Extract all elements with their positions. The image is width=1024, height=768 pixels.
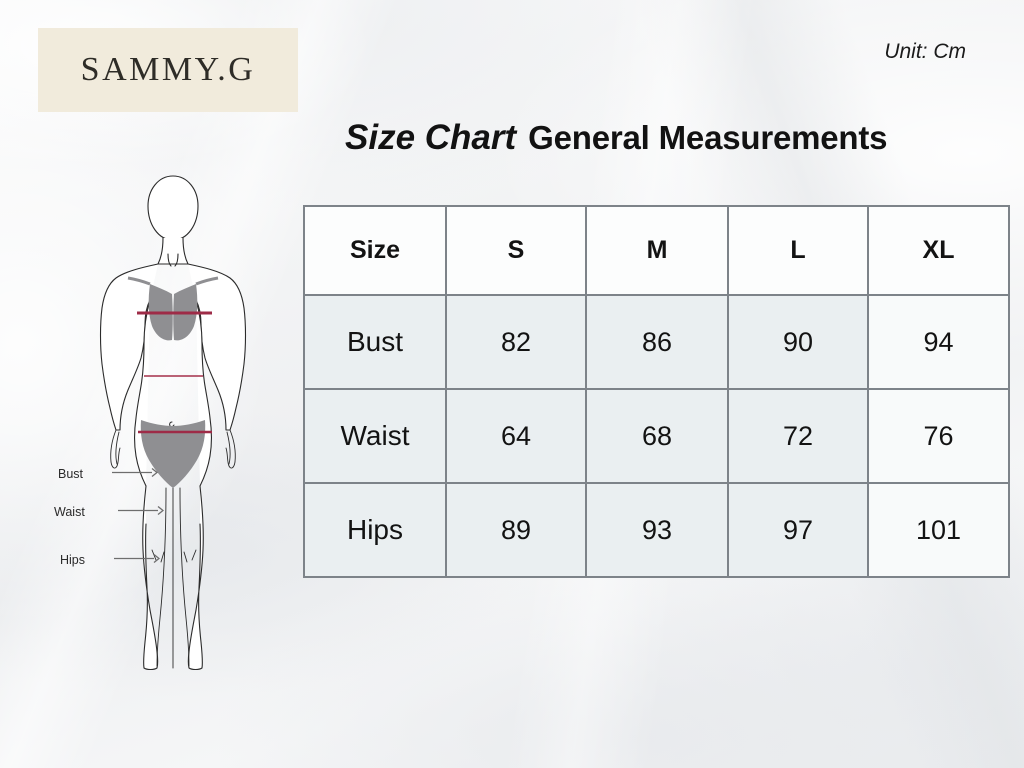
hips-label: Hips (60, 553, 86, 567)
body-figure-illustration: Bust Waist Hips (40, 168, 290, 678)
cell-hips-xl: 101 (867, 482, 1010, 578)
cell-waist-l: 72 (727, 388, 869, 484)
bust-label: Bust (58, 467, 84, 481)
brand-logo-plate: SAMMY.G (38, 28, 298, 112)
cell-hips-l: 97 (727, 482, 869, 578)
table-row: Hips 89 93 97 101 (303, 482, 1010, 578)
bust-arrow-icon (112, 467, 158, 478)
unit-note: Unit: Cm (884, 40, 966, 63)
size-chart-table: Size S M L XL Bust 82 86 90 94 Waist 64 … (303, 205, 1010, 578)
cell-bust-xl: 94 (867, 294, 1010, 390)
row-label-bust: Bust (303, 294, 447, 390)
cell-waist-xl: 76 (867, 388, 1010, 484)
waist-label: Waist (54, 505, 85, 519)
cell-waist-s: 64 (445, 388, 587, 484)
cell-hips-m: 93 (585, 482, 729, 578)
table-row: Bust 82 86 90 94 (303, 294, 1010, 390)
col-header-size: Size (303, 205, 447, 296)
col-header-m: M (585, 205, 729, 296)
brand-logo-text: SAMMY.G (80, 51, 256, 88)
cell-bust-m: 86 (585, 294, 729, 390)
cell-waist-m: 68 (585, 388, 729, 484)
col-header-s: S (445, 205, 587, 296)
panty-garment (140, 420, 206, 488)
page-title-main: General Measurements (528, 119, 888, 156)
female-body-outline-svg (99, 175, 247, 671)
cell-hips-s: 89 (445, 482, 587, 578)
table-row: Waist 64 68 72 76 (303, 388, 1010, 484)
col-header-l: L (727, 205, 869, 296)
cell-bust-l: 90 (727, 294, 869, 390)
row-label-waist: Waist (303, 388, 447, 484)
cell-bust-s: 82 (445, 294, 587, 390)
hips-arrow-icon (114, 553, 160, 564)
table-header-row: Size S M L XL (303, 205, 1010, 296)
page-title-script: Size Chart (345, 118, 517, 157)
col-header-xl: XL (867, 205, 1010, 296)
waist-arrow-icon (118, 505, 164, 516)
row-label-hips: Hips (303, 482, 447, 578)
page-title: Size Chart General Measurements (345, 118, 888, 158)
